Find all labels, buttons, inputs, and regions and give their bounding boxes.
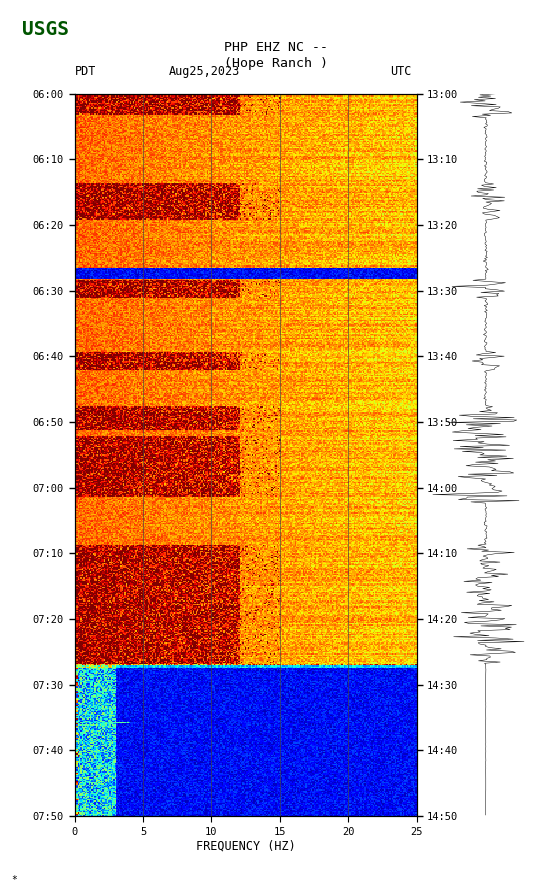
Text: *: * bbox=[11, 875, 17, 885]
Text: PHP EHZ NC --: PHP EHZ NC -- bbox=[224, 40, 328, 54]
X-axis label: FREQUENCY (HZ): FREQUENCY (HZ) bbox=[196, 839, 295, 853]
Text: PDT: PDT bbox=[75, 65, 96, 78]
Text: USGS: USGS bbox=[22, 20, 69, 38]
Text: UTC: UTC bbox=[390, 65, 411, 78]
Text: (Hope Ranch ): (Hope Ranch ) bbox=[224, 56, 328, 70]
Text: Aug25,2023: Aug25,2023 bbox=[168, 65, 240, 78]
